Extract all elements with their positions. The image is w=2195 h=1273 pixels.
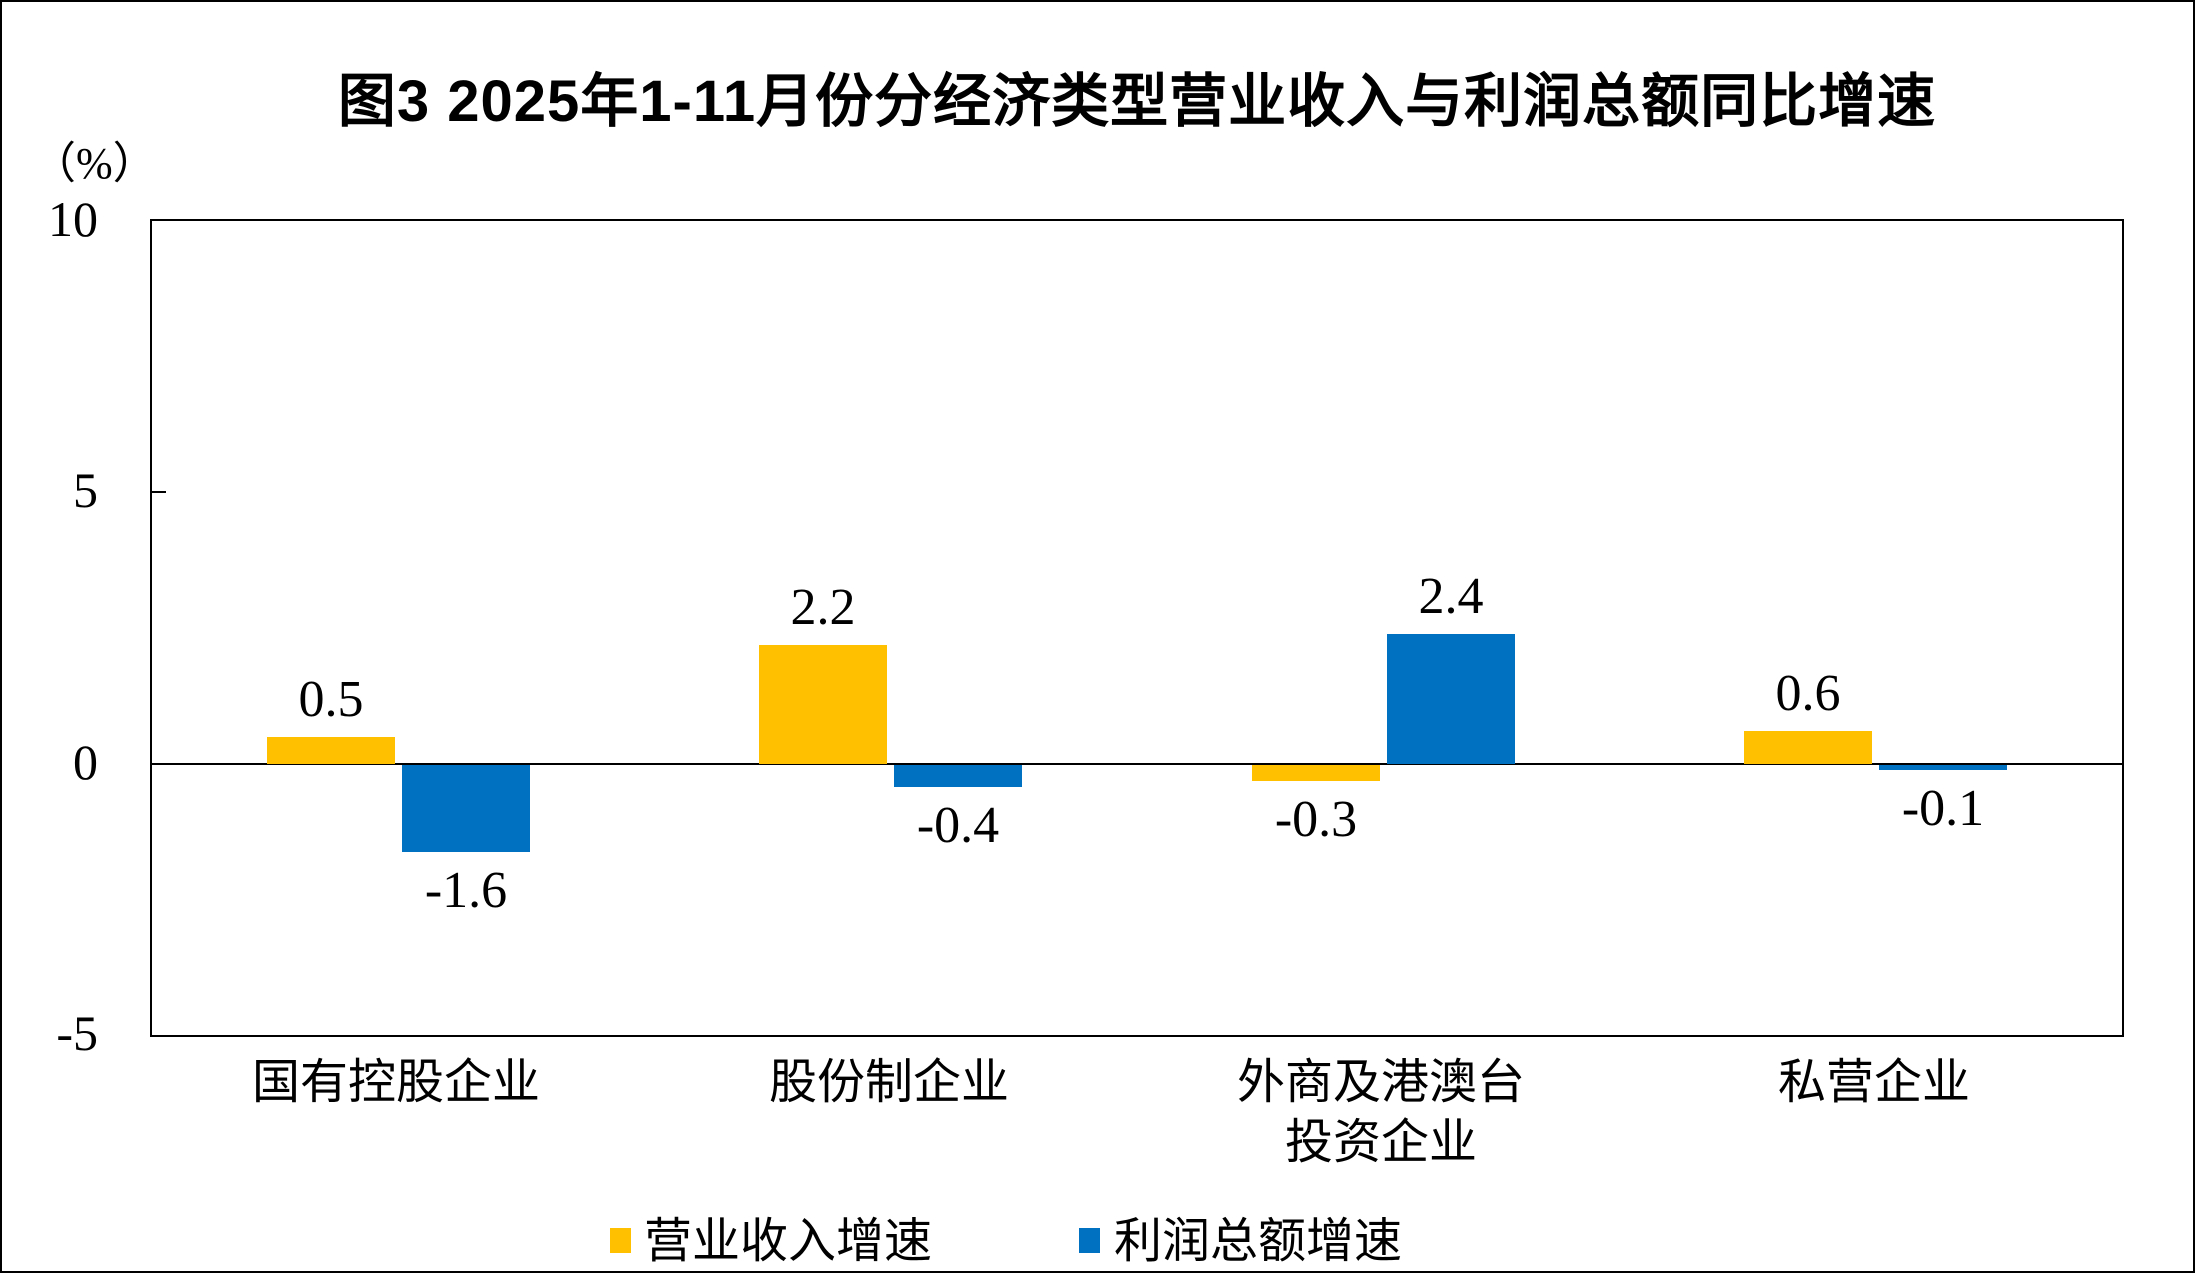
y-axis-tick-label: -5: [56, 1005, 98, 1061]
y-axis-tick: [152, 491, 166, 493]
y-axis-tick-label: 10: [48, 191, 98, 247]
legend-swatch-profit: [1079, 1228, 1100, 1253]
bar-营业收入增速-私营企业: [1744, 731, 1872, 764]
bar-value-label: 0.5: [298, 671, 364, 728]
bar-value-label: -1.6: [424, 862, 508, 919]
bar-value-label: 0.6: [1775, 665, 1841, 722]
bar-value-label: -0.1: [1901, 780, 1985, 837]
y-axis-tick-label: 5: [73, 462, 98, 518]
bar-value-label: -0.3: [1274, 791, 1358, 848]
bar-营业收入增速-外商及港澳台投资企业: [1252, 765, 1380, 781]
zero-gridline: [152, 763, 2122, 765]
bar-营业收入增速-国有控股企业: [267, 737, 395, 764]
plot-area: 0.5 2.2 -0.3 0.6 -1.6 -0.4 2.4 -0.1: [150, 219, 2124, 1037]
bar-value-label: 2.4: [1418, 568, 1484, 625]
x-axis-category-label: 国有控股企业: [251, 1056, 540, 1109]
x-axis-category-label: 外商及港澳台 投资企业: [1236, 1056, 1525, 1169]
y-axis-tick-label: 0: [73, 734, 98, 790]
legend-swatch-revenue: [610, 1228, 631, 1253]
bar-value-label: 2.2: [790, 579, 856, 636]
legend-label-profit: 利润总额增速: [1114, 1215, 1403, 1268]
bar-营业收入增速-股份制企业: [759, 645, 887, 764]
bar-利润总额增速-股份制企业: [894, 765, 1022, 787]
x-axis-category-label: 私营企业: [1777, 1056, 1970, 1109]
legend-label-revenue: 营业收入增速: [644, 1215, 933, 1268]
chart-title: 图3 2025年1-11月份分经济类型营业收入与利润总额同比增速: [337, 69, 1937, 134]
bar-利润总额增速-国有控股企业: [402, 765, 530, 852]
x-axis-category-label: 股份制企业: [768, 1056, 1009, 1109]
y-axis-tick: [152, 763, 166, 765]
bar-利润总额增速-外商及港澳台投资企业: [1387, 634, 1515, 764]
bar-利润总额增速-私营企业: [1879, 765, 2007, 770]
bar-value-label: -0.4: [916, 797, 1000, 854]
y-axis-unit-label: （%）: [32, 139, 157, 188]
